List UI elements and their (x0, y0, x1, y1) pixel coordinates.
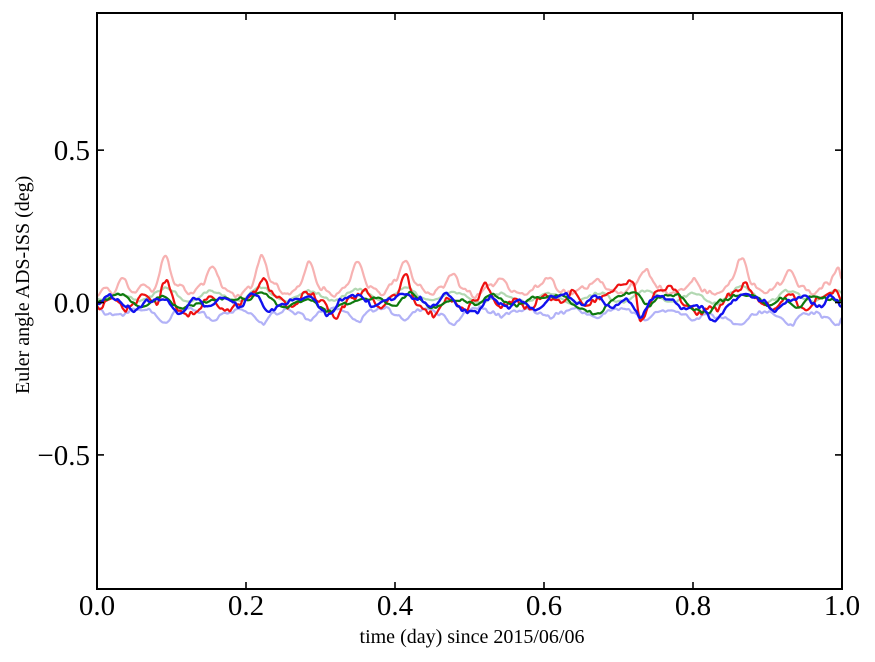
x-tick-label: 0.6 (526, 590, 562, 622)
x-axis-label: time (day) since 2015/06/06 (359, 626, 585, 648)
x-tick-label: 1.0 (824, 590, 860, 622)
y-tick-label: −0.5 (37, 440, 90, 472)
y-tick-label: 0.5 (54, 135, 90, 167)
series-euler-angle-3-filtered (97, 291, 842, 323)
x-tick-label: 0.4 (377, 590, 414, 622)
series-euler-angle-2-raw (97, 284, 842, 306)
series-euler-angle-3-raw (97, 305, 842, 327)
axes-frame (96, 12, 843, 590)
series-euler-angle-1-filtered (97, 273, 842, 323)
plot-frame (96, 12, 843, 590)
x-tick-label: 0.0 (79, 590, 115, 622)
y-tick-label: 0.0 (54, 288, 90, 320)
series-lines (97, 254, 842, 327)
x-tick-label: 0.2 (228, 590, 264, 622)
tick-labels: 0.0 0.2 0.4 0.6 0.8 1.0 −0.5 0.0 0.5 (37, 135, 860, 622)
x-tick-label: 0.8 (675, 590, 711, 622)
axis-ticks (96, 13, 843, 589)
series-euler-angle-1-raw (97, 254, 842, 300)
